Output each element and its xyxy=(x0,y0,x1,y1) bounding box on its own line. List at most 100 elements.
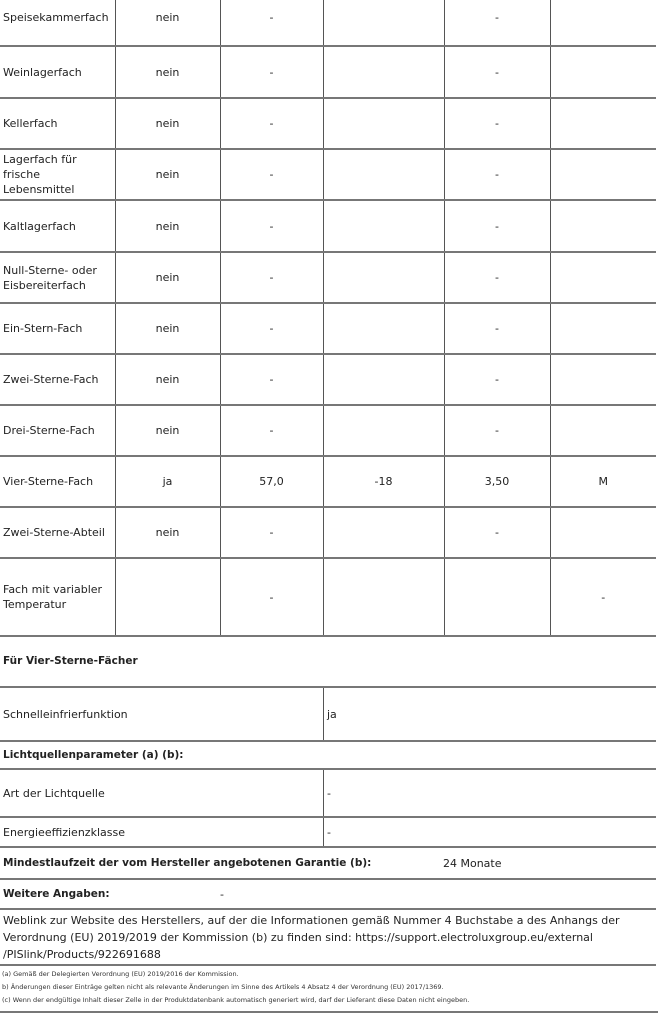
light-type-label: Art der Lichtquelle xyxy=(3,786,105,800)
cell-value: -18 xyxy=(323,456,445,508)
cell-value: nein xyxy=(115,46,221,99)
compartment-name: Kellerfach xyxy=(0,98,116,150)
table-row: Zwei-Sterne-Abteil nein - - xyxy=(0,507,656,559)
warranty-value: 24 Monate xyxy=(443,856,502,870)
compartment-table: Speisekammerfach nein - - Weinlagerfach nein -… xyxy=(0,0,656,637)
cell-value: - xyxy=(444,98,551,150)
cell-value: - xyxy=(220,558,324,637)
compartment-name: Zwei-Sterne-Fach xyxy=(0,354,116,406)
compartment-name: Fach mit variabler Temperatur xyxy=(0,558,116,637)
cell-value: - xyxy=(550,558,656,637)
cell-value: nein xyxy=(115,98,221,150)
cell-value xyxy=(550,98,656,150)
light-type-value: - xyxy=(327,786,331,800)
table-row: Speisekammerfach nein - - xyxy=(0,0,656,47)
cell-value: - xyxy=(444,0,551,47)
cell-value xyxy=(550,507,656,559)
fast-freeze-row: Schnelleinfrierfunktion ja xyxy=(0,688,656,742)
table-row: Weinlagerfach nein - - xyxy=(0,46,656,99)
cell-value: - xyxy=(220,200,324,253)
cell-value: - xyxy=(220,405,324,457)
footnote: (c) Wenn der endgültige Inhalt dieser Ze… xyxy=(2,996,470,1004)
cell-value xyxy=(323,405,445,457)
cell-value: ja xyxy=(115,456,221,508)
cell-value xyxy=(550,0,656,47)
compartment-name: Ein-Stern-Fach xyxy=(0,303,116,355)
energy-class-row: Energieeffizienzklasse - xyxy=(0,818,656,848)
compartment-name: Zwei-Sterne-Abteil xyxy=(0,507,116,559)
cell-value xyxy=(323,46,445,99)
compartment-name: Speisekammerfach xyxy=(0,0,116,47)
cell-value: - xyxy=(220,0,324,47)
cell-value: - xyxy=(444,405,551,457)
table-row: Vier-Sterne-Fach ja 57,0 -18 3,50 M xyxy=(0,456,656,508)
table-row: Kaltlagerfach nein - - xyxy=(0,200,656,253)
further-label: Weitere Angaben: xyxy=(3,888,110,900)
light-type-row: Art der Lichtquelle - xyxy=(0,770,656,818)
energy-class-label: Energieeffizienzklasse xyxy=(3,825,125,839)
compartment-name: Drei-Sterne-Fach xyxy=(0,405,116,457)
cell-value: - xyxy=(220,303,324,355)
cell-value xyxy=(550,200,656,253)
cell-value: 3,50 xyxy=(444,456,551,508)
cell-value xyxy=(323,303,445,355)
further-value: - xyxy=(220,887,224,901)
footnote: (a) Gemäß der Delegierten Verordnung (EU… xyxy=(2,970,239,978)
cell-value: nein xyxy=(115,405,221,457)
light-heading: Lichtquellenparameter (a) (b): xyxy=(0,742,656,770)
cell-value xyxy=(323,252,445,304)
cell-value xyxy=(323,149,445,201)
energy-class-value: - xyxy=(327,825,331,839)
compartment-name: Kaltlagerfach xyxy=(0,200,116,253)
cell-value: 57,0 xyxy=(220,456,324,508)
cell-value: - xyxy=(220,149,324,201)
table-row: Kellerfach nein - - xyxy=(0,98,656,150)
footnotes: (a) Gemäß der Delegierten Verordnung (EU… xyxy=(0,968,658,1013)
cell-value xyxy=(323,0,445,47)
cell-value: nein xyxy=(115,200,221,253)
compartment-name: Weinlagerfach xyxy=(0,46,116,99)
cell-value xyxy=(550,354,656,406)
footnote: b) Änderungen dieser Einträge gelten nic… xyxy=(2,983,444,991)
cell-value xyxy=(550,46,656,99)
cell-value: nein xyxy=(115,507,221,559)
cell-value xyxy=(444,558,551,637)
cell-value: nein xyxy=(115,149,221,201)
compartment-name: Lagerfach für frische Lebensmittel xyxy=(0,149,116,201)
cell-value: - xyxy=(444,303,551,355)
cell-value: - xyxy=(444,507,551,559)
cell-value: nein xyxy=(115,354,221,406)
cell-value: - xyxy=(220,46,324,99)
cell-value xyxy=(550,303,656,355)
fast-freeze-value: ja xyxy=(327,707,337,721)
table-row: Fach mit variabler Temperatur - - xyxy=(0,558,656,637)
fast-freeze-label: Schnelleinfrierfunktion xyxy=(3,707,128,721)
cell-value: nein xyxy=(115,252,221,304)
table-row: Ein-Stern-Fach nein - - xyxy=(0,303,656,355)
four-star-heading: Für Vier-Sterne-Fächer xyxy=(0,636,656,688)
cell-value xyxy=(550,149,656,201)
cell-value xyxy=(323,507,445,559)
table-row: Drei-Sterne-Fach nein - - xyxy=(0,405,656,457)
cell-value xyxy=(323,558,445,637)
cell-value xyxy=(550,252,656,304)
cell-value xyxy=(323,200,445,253)
warranty-row: Mindestlaufzeit der vom Hersteller angeb… xyxy=(0,848,656,880)
cell-value xyxy=(323,98,445,150)
cell-value: nein xyxy=(115,303,221,355)
cell-value: M xyxy=(550,456,656,508)
cell-value: nein xyxy=(115,0,221,47)
table-row: Lagerfach für frische Lebensmittel nein - - xyxy=(0,149,656,201)
compartment-name: Null-Sterne- oder Eisbereiterfach xyxy=(0,252,116,304)
cell-value: - xyxy=(220,252,324,304)
warranty-label: Mindestlaufzeit der vom Hersteller angeb… xyxy=(3,857,372,869)
cell-value: - xyxy=(444,252,551,304)
further-row: Weitere Angaben: - xyxy=(0,880,656,910)
cell-value: - xyxy=(444,354,551,406)
cell-value xyxy=(323,354,445,406)
table-row: Null-Sterne- oder Eisbereiterfach nein - - xyxy=(0,252,656,304)
table-row: Zwei-Sterne-Fach nein - - xyxy=(0,354,656,406)
weblink-text: Weblink zur Website des Herstellers, auf… xyxy=(0,910,656,966)
cell-value xyxy=(550,405,656,457)
cell-value: - xyxy=(444,149,551,201)
